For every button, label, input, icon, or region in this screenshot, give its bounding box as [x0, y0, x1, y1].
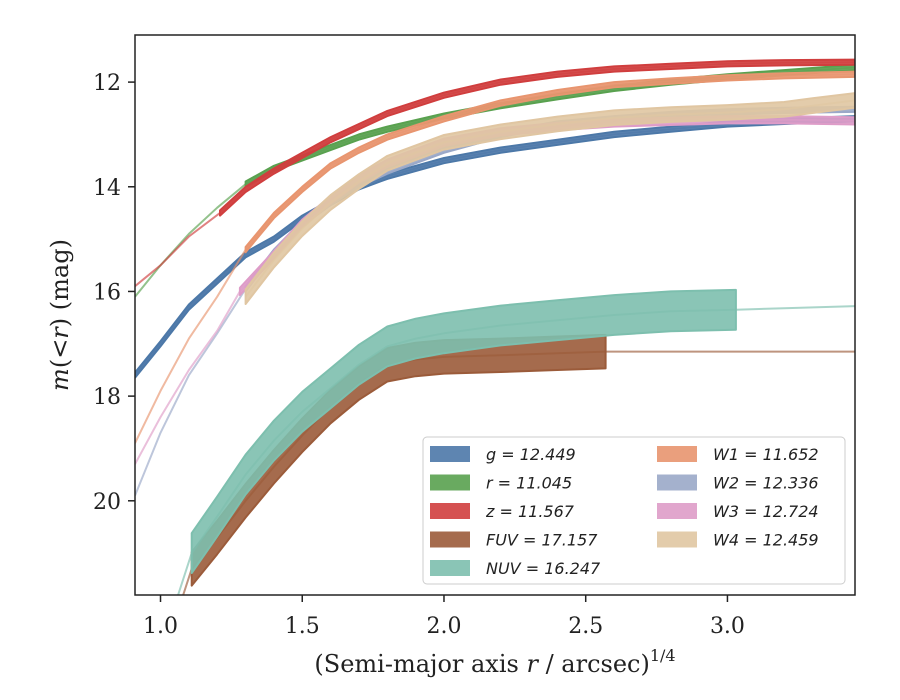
legend-box: [422, 436, 846, 585]
legend-entry: r = 11.045: [486, 474, 572, 493]
series-band: [135, 115, 855, 379]
x-tick-label: 3.0: [710, 614, 745, 639]
legend-entry: FUV = 17.157: [486, 531, 598, 550]
legend-entry: NUV = 16.247: [486, 559, 601, 578]
series-band: [244, 70, 855, 254]
y-axis: 12 14 16 18 20: [93, 71, 135, 515]
x-axis-label: (Semi-major axis r / arcsec)1/4: [314, 646, 675, 678]
legend-swatch: [430, 503, 470, 519]
series-band: [244, 92, 855, 305]
series-w3: [135, 115, 855, 465]
legend-entry: W1 = 11.652: [713, 445, 819, 464]
legend-entry: W4 = 12.459: [713, 531, 819, 550]
y-tick-label: 18: [93, 385, 121, 410]
y-tick-label: 16: [93, 280, 121, 305]
legend-swatch: [430, 446, 470, 462]
y-tick-label: 20: [93, 490, 121, 515]
legend-entry: z = 11.567: [485, 502, 575, 521]
series-r: [135, 63, 855, 298]
x-tick-label: 2.5: [568, 614, 603, 639]
y-axis-label: m(<r) (mag): [46, 239, 74, 391]
x-tick-label: 1.0: [143, 614, 178, 639]
x-axis: 1.0 1.5 2.0 2.5 3.0: [143, 595, 745, 639]
y-tick-label: 14: [93, 176, 121, 201]
series-band: [219, 58, 855, 217]
series-w1: [135, 70, 855, 444]
legend-swatch: [657, 474, 697, 491]
y-tick-label: 12: [93, 71, 121, 96]
legend-entry: g = 12.449: [486, 445, 576, 464]
legend-swatch: [657, 503, 697, 519]
series-band: [190, 288, 737, 574]
legend-swatch: [657, 531, 697, 548]
legend-entry: W2 = 12.336: [713, 474, 819, 493]
legend-swatch: [430, 474, 470, 491]
series-w4: [244, 92, 855, 305]
legend-swatch: [657, 446, 697, 462]
series-nuv: [177, 288, 855, 595]
series-g: [135, 115, 855, 379]
series-layer: [135, 58, 855, 595]
legend-swatch: [430, 531, 470, 548]
legend: g = 12.449 r = 11.045 z = 11.567 FUV = 17.1…: [422, 436, 846, 585]
x-tick-label: 2.0: [426, 614, 461, 639]
plot-frame: [134, 34, 856, 596]
series-z: [135, 58, 855, 287]
legend-swatch: [430, 560, 470, 576]
x-tick-label: 1.5: [285, 614, 320, 639]
series-band: [244, 63, 855, 188]
legend-entry: W3 = 12.724: [713, 502, 819, 521]
